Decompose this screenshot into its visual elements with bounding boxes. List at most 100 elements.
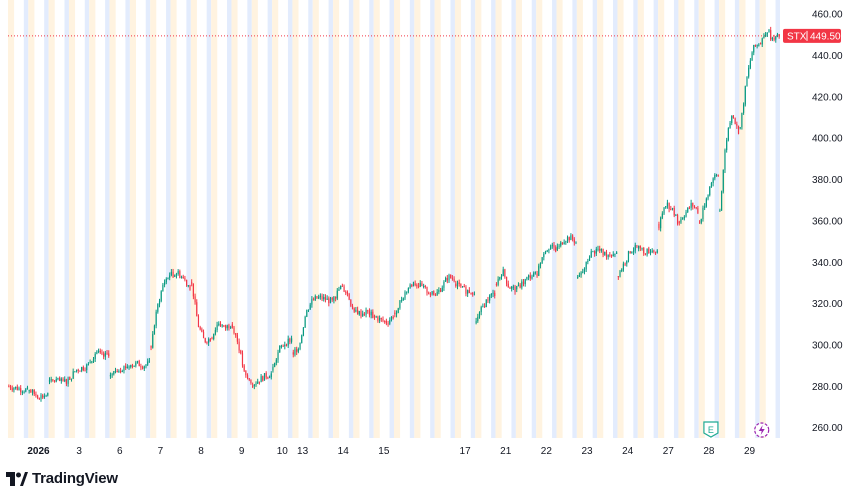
premarket-band bbox=[495, 0, 502, 438]
postmarket-band bbox=[409, 0, 415, 438]
candle-body bbox=[619, 271, 621, 277]
candle-body bbox=[152, 334, 154, 348]
premarket-band bbox=[475, 0, 482, 438]
earnings-e-icon[interactable]: E bbox=[703, 421, 719, 438]
candle-body bbox=[412, 282, 415, 287]
candle-body bbox=[357, 309, 359, 315]
candle-body bbox=[568, 237, 570, 241]
candle-body bbox=[18, 388, 20, 390]
candle-body bbox=[365, 310, 367, 315]
brand[interactable]: TradingView bbox=[6, 470, 118, 487]
premarket-band bbox=[312, 0, 319, 438]
candle-body bbox=[307, 309, 310, 311]
candle-body bbox=[375, 316, 377, 318]
candle-body bbox=[97, 350, 100, 352]
candle-body bbox=[702, 207, 704, 220]
candle-body bbox=[128, 366, 130, 368]
candle-body bbox=[89, 362, 91, 364]
candle-body bbox=[348, 293, 350, 300]
candle-body bbox=[182, 276, 184, 279]
candle-body bbox=[624, 263, 626, 265]
candle-body bbox=[267, 377, 269, 379]
y-tick-label: 380.00 bbox=[812, 175, 843, 186]
premarket-band bbox=[678, 0, 685, 438]
candle-body bbox=[480, 307, 482, 313]
candle-body bbox=[668, 202, 670, 209]
candle-body bbox=[558, 245, 560, 247]
candle-body bbox=[114, 371, 117, 373]
candle-body bbox=[546, 250, 548, 252]
candle-body bbox=[616, 252, 618, 254]
y-tick-label: 400.00 bbox=[812, 134, 843, 145]
premarket-band bbox=[617, 0, 624, 438]
candle-body bbox=[118, 371, 120, 373]
candle-body bbox=[177, 271, 179, 274]
candle-body bbox=[113, 371, 115, 375]
premarket-band bbox=[89, 0, 96, 438]
postmarket-band bbox=[44, 0, 49, 438]
x-tick-label: 8 bbox=[198, 446, 204, 457]
candle-body bbox=[727, 128, 729, 141]
candle-body bbox=[690, 203, 692, 208]
candle-body bbox=[751, 52, 753, 61]
candle-body bbox=[695, 207, 697, 209]
candle-body bbox=[578, 275, 580, 277]
candle-body bbox=[191, 282, 193, 284]
candle-body bbox=[209, 339, 211, 342]
candle-body bbox=[31, 389, 34, 393]
candle-body bbox=[13, 388, 15, 390]
candle-body bbox=[262, 376, 264, 381]
candle-body bbox=[402, 298, 404, 300]
candle-body bbox=[221, 325, 223, 327]
x-tick-label: 23 bbox=[581, 446, 593, 457]
candle-body bbox=[343, 286, 345, 292]
candle-body bbox=[717, 174, 719, 176]
candle-body bbox=[646, 248, 648, 255]
y-tick-label: 340.00 bbox=[812, 258, 843, 269]
candle-body bbox=[663, 207, 665, 214]
candle-body bbox=[665, 206, 667, 208]
candle-body bbox=[439, 289, 442, 292]
session-bands bbox=[8, 0, 780, 438]
lightning-icon[interactable] bbox=[754, 422, 770, 438]
candle-body bbox=[551, 244, 553, 247]
candle-body bbox=[653, 250, 655, 252]
premarket-band bbox=[719, 0, 726, 438]
candle-body bbox=[328, 298, 330, 304]
candle-body bbox=[50, 379, 52, 381]
candle-body bbox=[72, 371, 74, 379]
y-tick-label: 280.00 bbox=[812, 382, 843, 393]
candle-body bbox=[150, 345, 152, 348]
candle-body bbox=[21, 391, 23, 393]
candle-body bbox=[59, 377, 61, 381]
badge-symbol: STX bbox=[787, 31, 807, 42]
candle-body bbox=[426, 286, 428, 293]
candle-body bbox=[707, 195, 709, 199]
candle-body bbox=[588, 257, 591, 261]
candle-body bbox=[490, 293, 492, 296]
candle-body bbox=[263, 373, 266, 381]
candle-body bbox=[658, 224, 660, 229]
candle-body bbox=[238, 341, 240, 351]
postmarket-band bbox=[125, 0, 130, 438]
candle-body bbox=[572, 235, 574, 240]
candle-body bbox=[346, 292, 349, 294]
postmarket-band bbox=[572, 0, 577, 438]
candle-body bbox=[101, 352, 103, 354]
candle-body bbox=[119, 371, 122, 373]
candle-body bbox=[641, 247, 643, 249]
candle-body bbox=[570, 235, 572, 241]
candle-body bbox=[196, 302, 198, 317]
premarket-band bbox=[272, 0, 279, 438]
candle-body bbox=[380, 318, 382, 320]
candle-body bbox=[446, 278, 448, 281]
candle-body bbox=[197, 316, 200, 328]
candle-body bbox=[372, 311, 374, 319]
candle-body bbox=[136, 361, 139, 363]
y-tick-label: 420.00 bbox=[812, 92, 843, 103]
candle-body bbox=[360, 311, 362, 317]
candle-body bbox=[284, 344, 286, 347]
candle-body bbox=[675, 215, 677, 217]
